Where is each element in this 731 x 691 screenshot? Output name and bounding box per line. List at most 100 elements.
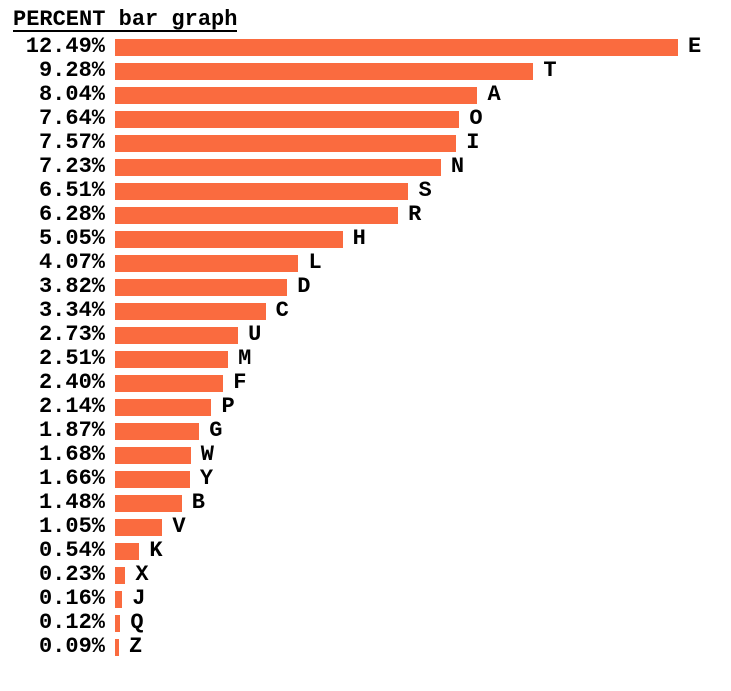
category-label: X bbox=[135, 562, 149, 587]
bar-row: 7.23% N bbox=[13, 155, 731, 179]
value-label: 7.57% bbox=[38, 130, 105, 155]
category-label: T bbox=[543, 58, 557, 83]
category-label: F bbox=[233, 370, 247, 395]
bar-row: 7.64% O bbox=[13, 107, 731, 131]
value-label: 4.07% bbox=[38, 250, 105, 275]
bar-row: 2.73% U bbox=[13, 323, 731, 347]
bar-row: 6.51% S bbox=[13, 179, 731, 203]
value-label: 5.05% bbox=[38, 226, 105, 251]
bar-row: 1.68% W bbox=[13, 443, 731, 467]
category-label: W bbox=[200, 442, 214, 467]
category-label: U bbox=[248, 322, 262, 347]
bar-row: 0.09% Z bbox=[13, 635, 731, 659]
bar-row: 5.05% H bbox=[13, 227, 731, 251]
value-label: 0.54% bbox=[38, 538, 105, 563]
value-label: 0.16% bbox=[38, 586, 105, 611]
value-label: 3.82% bbox=[38, 274, 105, 299]
frequency-bar bbox=[115, 422, 200, 440]
bar-row: 1.05% V bbox=[13, 515, 731, 539]
value-label: 0.23% bbox=[38, 562, 105, 587]
bar-row: 0.16% J bbox=[13, 587, 731, 611]
frequency-bar bbox=[115, 374, 224, 392]
bar-rows: 12.49% E 9.28% T 8.04% A 7.64% O 7.57% I 7.23% N 6.5… bbox=[13, 35, 731, 659]
bar-row: 2.51% M bbox=[13, 347, 731, 371]
category-label: P bbox=[221, 394, 235, 419]
frequency-bar bbox=[115, 470, 190, 488]
frequency-bar bbox=[115, 638, 120, 656]
frequency-bar bbox=[115, 38, 679, 56]
category-label: K bbox=[149, 538, 163, 563]
value-label: 6.28% bbox=[38, 202, 105, 227]
frequency-bar bbox=[115, 518, 163, 536]
bar-row: 0.23% X bbox=[13, 563, 731, 587]
value-label: 7.64% bbox=[38, 106, 105, 131]
category-label: H bbox=[352, 226, 366, 251]
value-label: 1.68% bbox=[38, 442, 105, 467]
category-label: A bbox=[487, 82, 501, 107]
value-label: 1.48% bbox=[38, 490, 105, 515]
frequency-bar bbox=[115, 62, 534, 80]
category-label: S bbox=[418, 178, 432, 203]
category-label: O bbox=[469, 106, 483, 131]
value-label: 1.66% bbox=[38, 466, 105, 491]
frequency-bar bbox=[115, 182, 409, 200]
category-label: L bbox=[308, 250, 322, 275]
bar-row: 12.49% E bbox=[13, 35, 731, 59]
bar-row: 6.28% R bbox=[13, 203, 731, 227]
bar-row: 8.04% A bbox=[13, 83, 731, 107]
value-label: 7.23% bbox=[38, 154, 105, 179]
bar-row: 2.14% P bbox=[13, 395, 731, 419]
value-label: 2.73% bbox=[38, 322, 105, 347]
frequency-bar bbox=[115, 158, 441, 176]
bar-row: 0.54% K bbox=[13, 539, 731, 563]
category-label: D bbox=[297, 274, 311, 299]
bar-row: 1.48% B bbox=[13, 491, 731, 515]
frequency-bar bbox=[115, 206, 399, 224]
value-label: 2.51% bbox=[38, 346, 105, 371]
bar-row: 1.66% Y bbox=[13, 467, 731, 491]
frequency-bar bbox=[115, 542, 140, 560]
bar-row: 9.28% T bbox=[13, 59, 731, 83]
category-label: V bbox=[172, 514, 186, 539]
value-label: 3.34% bbox=[38, 298, 105, 323]
category-label: J bbox=[132, 586, 146, 611]
frequency-bar bbox=[115, 230, 343, 248]
bar-row: 1.87% G bbox=[13, 419, 731, 443]
category-label: I bbox=[466, 130, 480, 155]
category-label: G bbox=[209, 418, 223, 443]
frequency-bar bbox=[115, 302, 266, 320]
frequency-bar bbox=[115, 614, 121, 632]
category-label: B bbox=[191, 490, 205, 515]
value-label: 9.28% bbox=[38, 58, 105, 83]
bar-row: 2.40% F bbox=[13, 371, 731, 395]
category-label: E bbox=[688, 34, 702, 59]
frequency-bar bbox=[115, 446, 191, 464]
category-label: Z bbox=[129, 634, 143, 659]
category-label: N bbox=[450, 154, 465, 179]
value-label: 2.40% bbox=[38, 370, 105, 395]
value-label: 6.51% bbox=[38, 178, 105, 203]
category-label: M bbox=[238, 346, 252, 371]
frequency-bar bbox=[115, 86, 478, 104]
category-label: R bbox=[408, 202, 422, 227]
value-label: 0.09% bbox=[38, 634, 105, 659]
value-label: 8.04% bbox=[38, 82, 105, 107]
value-label: 1.87% bbox=[38, 418, 105, 443]
bar-row: 3.82% D bbox=[13, 275, 731, 299]
bar-row: 7.57% I bbox=[13, 131, 731, 155]
chart-title: PERCENT bar graph bbox=[13, 7, 238, 32]
frequency-bar bbox=[115, 590, 123, 608]
frequency-bar bbox=[115, 350, 229, 368]
frequency-bar bbox=[115, 278, 288, 296]
frequency-bar bbox=[115, 110, 460, 128]
category-label: Y bbox=[199, 466, 214, 491]
value-label: 1.05% bbox=[38, 514, 105, 539]
category-label: C bbox=[275, 298, 289, 323]
frequency-bar bbox=[115, 398, 212, 416]
bar-row: 4.07% L bbox=[13, 251, 731, 275]
bar-row: 0.12% Q bbox=[13, 611, 731, 635]
frequency-bar bbox=[115, 254, 299, 272]
letter-frequency-chart: PERCENT bar graph 12.49% E 9.28% T 8.04% A 7.6… bbox=[13, 7, 731, 659]
frequency-bar bbox=[115, 494, 182, 512]
value-label: 0.12% bbox=[38, 610, 105, 635]
